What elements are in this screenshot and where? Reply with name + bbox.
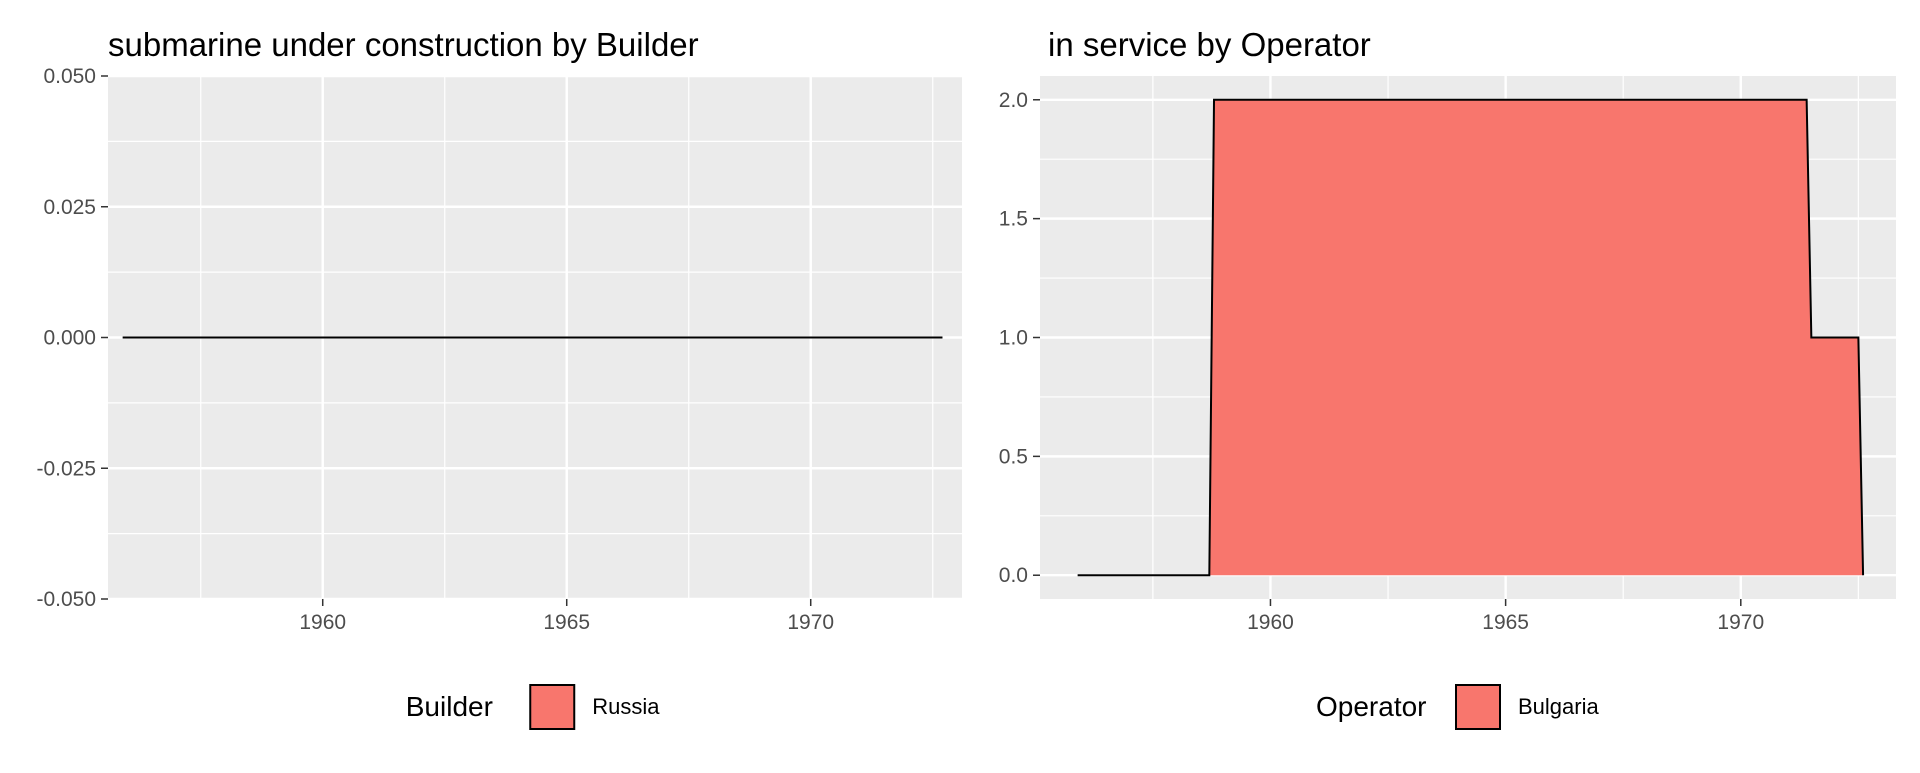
chart-title: in service by Operator — [1048, 26, 1371, 63]
y-tick-label: 0.0 — [999, 564, 1028, 587]
y-tick-label: 2.0 — [999, 89, 1028, 112]
legend: Operator Bulgaria — [1316, 684, 1599, 730]
chart-title: submarine under construction by Builder — [108, 26, 699, 63]
legend-title: Operator — [1316, 691, 1427, 722]
y-tick-label: 0.025 — [43, 196, 96, 219]
x-tick-label: 1970 — [1717, 611, 1764, 634]
y-tick-label: 1.0 — [999, 327, 1028, 350]
legend-swatch — [1455, 684, 1501, 730]
x-tick-label: 1960 — [1247, 611, 1294, 634]
legend-label: Russia — [592, 694, 660, 719]
y-tick-label: -0.050 — [36, 588, 96, 611]
legend: Builder Russia — [406, 684, 660, 730]
y-tick-label: 0.050 — [43, 65, 96, 88]
x-tick-label: 1965 — [543, 611, 590, 634]
area-outline-1 — [1077, 98, 1865, 577]
x-tick-label: 1960 — [299, 611, 346, 634]
y-tick-label: -0.025 — [36, 457, 96, 480]
x-tick-label: 1965 — [1482, 611, 1529, 634]
legend-swatch — [529, 684, 576, 730]
y-tick-label: 0.5 — [999, 445, 1028, 468]
legend-label: Bulgaria — [1518, 694, 1599, 719]
x-tick-label: 1970 — [787, 611, 834, 634]
y-tick-label: 0.000 — [43, 327, 96, 350]
y-tick-label: 1.5 — [999, 208, 1028, 231]
area-fill-1 — [1077, 99, 1864, 576]
chart-panel-2: in service by Operator 1960 1965 1970 0.0 0.5… — [999, 26, 1896, 730]
legend-title: Builder — [406, 691, 493, 722]
chart-panel-1: submarine under construction by Builder 1… — [36, 26, 962, 730]
